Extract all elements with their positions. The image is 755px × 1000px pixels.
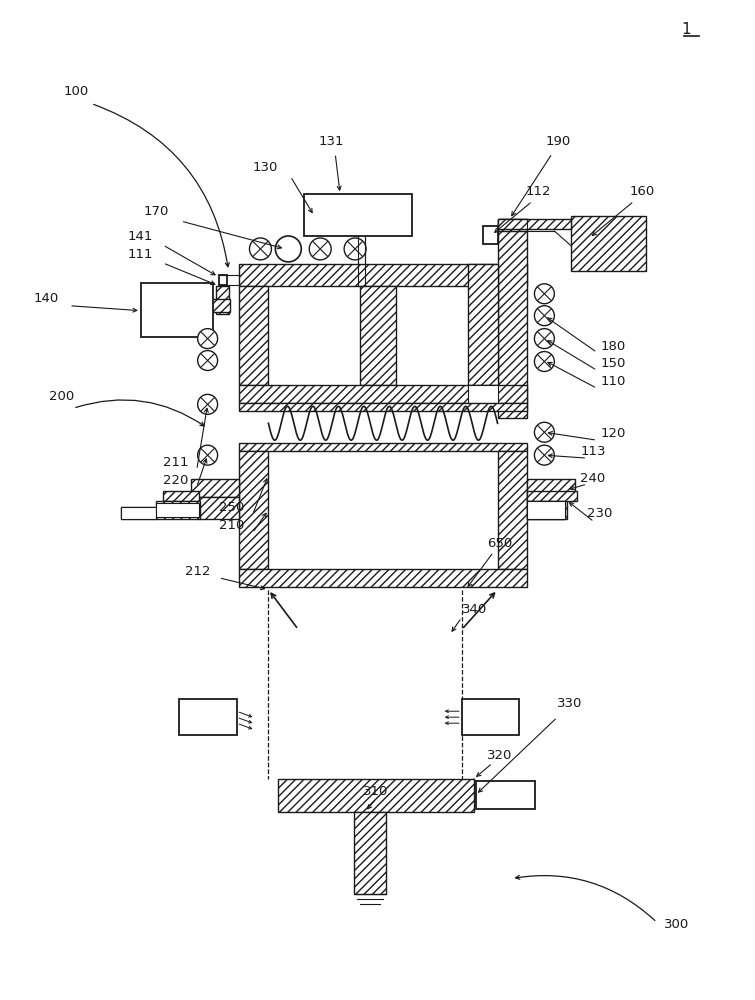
Text: 180: 180: [600, 340, 625, 353]
Bar: [528, 479, 575, 497]
Text: 330: 330: [557, 697, 583, 710]
Text: 190: 190: [545, 135, 571, 148]
Text: 140: 140: [34, 292, 59, 305]
Bar: [121, 507, 156, 519]
Bar: [121, 507, 156, 519]
Text: 650: 650: [488, 537, 513, 550]
Bar: [199, 497, 239, 519]
Circle shape: [310, 238, 331, 260]
Bar: [572, 216, 646, 271]
Bar: [191, 479, 239, 497]
Bar: [498, 219, 528, 231]
Text: 210: 210: [219, 519, 245, 532]
Text: 130: 130: [253, 161, 279, 174]
Text: 300: 300: [664, 918, 689, 931]
Bar: [141, 283, 213, 337]
Text: 170: 170: [143, 205, 169, 218]
Text: 113: 113: [581, 445, 606, 458]
Text: 141: 141: [128, 230, 153, 243]
Bar: [156, 501, 199, 519]
Text: 211: 211: [163, 456, 189, 469]
Bar: [528, 501, 565, 519]
Bar: [239, 286, 269, 385]
Circle shape: [535, 422, 554, 442]
Bar: [498, 219, 528, 418]
Text: 100: 100: [63, 85, 88, 98]
Bar: [304, 194, 412, 236]
Text: 250: 250: [219, 501, 245, 514]
Text: 200: 200: [49, 390, 75, 403]
Text: 150: 150: [600, 357, 626, 370]
Circle shape: [198, 445, 217, 465]
Text: 220: 220: [163, 474, 189, 487]
Circle shape: [276, 236, 301, 262]
Bar: [239, 264, 528, 286]
Bar: [396, 286, 498, 385]
Bar: [239, 385, 528, 403]
Text: 212: 212: [185, 565, 211, 578]
Bar: [269, 286, 360, 385]
Bar: [354, 812, 386, 894]
Circle shape: [535, 445, 554, 465]
Bar: [239, 403, 528, 411]
Circle shape: [535, 306, 554, 326]
Bar: [179, 699, 236, 735]
Text: 320: 320: [486, 749, 512, 762]
Bar: [239, 443, 528, 451]
Bar: [216, 286, 229, 314]
Bar: [239, 569, 528, 587]
Text: 340: 340: [462, 603, 487, 616]
Circle shape: [344, 238, 366, 260]
Bar: [239, 451, 269, 569]
Text: 160: 160: [629, 185, 655, 198]
Text: 240: 240: [581, 472, 606, 485]
Bar: [269, 451, 498, 569]
Bar: [498, 219, 572, 229]
Text: 1: 1: [681, 22, 691, 37]
Bar: [467, 385, 498, 403]
Bar: [279, 779, 473, 812]
Bar: [205, 299, 230, 312]
Text: 112: 112: [525, 185, 551, 198]
Bar: [528, 501, 565, 519]
Circle shape: [249, 238, 271, 260]
Circle shape: [198, 394, 217, 414]
Text: 230: 230: [587, 507, 612, 520]
Bar: [528, 497, 567, 519]
Circle shape: [535, 284, 554, 304]
Bar: [360, 286, 396, 385]
Circle shape: [535, 329, 554, 349]
Text: 131: 131: [318, 135, 344, 148]
Text: 120: 120: [600, 427, 626, 440]
Bar: [467, 264, 498, 385]
Circle shape: [198, 351, 217, 370]
Text: 110: 110: [600, 375, 626, 388]
Bar: [482, 226, 498, 244]
Circle shape: [535, 352, 554, 371]
Circle shape: [198, 329, 217, 349]
Bar: [462, 699, 519, 735]
Bar: [163, 491, 199, 501]
Text: 310: 310: [363, 785, 389, 798]
Text: 111: 111: [128, 248, 153, 261]
Bar: [528, 491, 578, 501]
Bar: [219, 275, 226, 285]
Bar: [156, 503, 199, 517]
Bar: [498, 451, 528, 569]
Bar: [476, 781, 535, 809]
